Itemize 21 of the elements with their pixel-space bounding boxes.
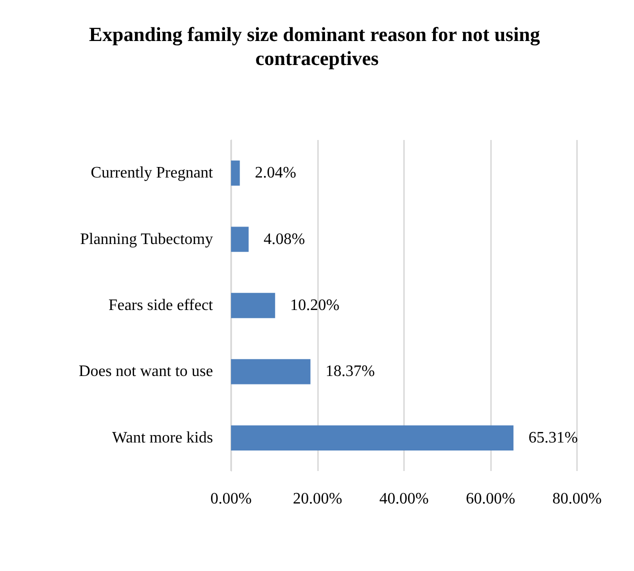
bar <box>231 425 514 450</box>
x-tick-label: 80.00% <box>552 490 602 508</box>
x-tick-label: 20.00% <box>292 490 342 508</box>
data-label: 10.20% <box>290 297 340 314</box>
bar <box>231 160 240 186</box>
y-tick-label: Planning Tubectomy <box>80 230 213 248</box>
x-tick-label: 40.00% <box>379 490 429 508</box>
y-tick-label: Does not want to use <box>78 363 213 380</box>
data-label: 18.37% <box>325 363 375 380</box>
bar <box>231 226 249 252</box>
y-tick-label: Fears side effect <box>108 297 214 314</box>
data-label: 65.31% <box>528 429 578 446</box>
bar <box>231 359 310 384</box>
x-tick-label: 0.00% <box>210 490 252 508</box>
data-label: 4.08% <box>264 230 305 248</box>
chart-title: Expanding family size dominant reason for not using contraceptives <box>88 24 546 70</box>
y-tick-label: Want more kids <box>112 429 213 446</box>
data-label: 2.04% <box>254 164 296 182</box>
bar <box>231 292 276 318</box>
x-tick-label: 60.00% <box>466 490 516 508</box>
y-tick-label: Currently Pregnant <box>90 164 214 182</box>
